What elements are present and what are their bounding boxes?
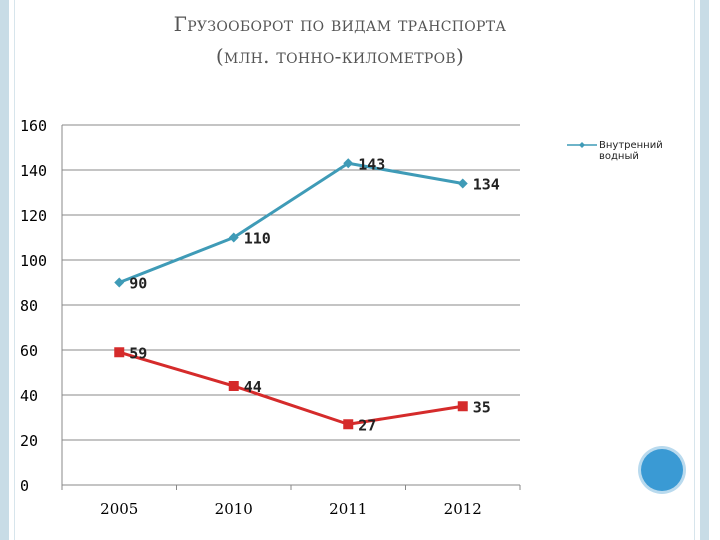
x-tick-label-2012: 2012 bbox=[444, 500, 482, 518]
data-label: 134 bbox=[473, 176, 500, 194]
data-point bbox=[114, 277, 125, 288]
data-point bbox=[228, 381, 239, 391]
data-point bbox=[457, 401, 468, 412]
data-point bbox=[114, 347, 125, 358]
right-decor-bar bbox=[700, 0, 709, 540]
data-point bbox=[343, 419, 354, 430]
decorative-circle bbox=[641, 449, 683, 491]
left-decor-bar bbox=[0, 0, 9, 540]
y-tick-label: 100 bbox=[20, 252, 47, 270]
x-tick-label-2005: 2005 bbox=[100, 500, 138, 518]
data-label: 90 bbox=[129, 275, 147, 293]
right-decor-line bbox=[694, 0, 695, 540]
slide-title: Грузооборот по видам транспорта (млн. то… bbox=[60, 8, 620, 72]
y-tick-label: 20 bbox=[20, 432, 38, 450]
data-point bbox=[228, 232, 239, 243]
y-tick-label: 160 bbox=[20, 117, 47, 135]
x-tick-label-2011: 2011 bbox=[329, 500, 367, 518]
data-label: 27 bbox=[358, 416, 376, 434]
series-line-1 bbox=[118, 161, 464, 284]
y-tick-label: 120 bbox=[20, 207, 47, 225]
title-line-1: Грузооборот по видам транспорта bbox=[173, 12, 507, 36]
series-line-2 bbox=[118, 350, 463, 426]
left-decor-line bbox=[14, 0, 15, 540]
data-point bbox=[343, 158, 354, 169]
data-label: 143 bbox=[358, 155, 385, 173]
legend-label-line-1: Внутренний bbox=[599, 140, 663, 151]
y-tick-label: 80 bbox=[20, 297, 38, 315]
y-tick-label: 0 bbox=[20, 477, 29, 495]
title-line-2: (млн. тонно-километров) bbox=[215, 44, 465, 68]
y-tick-label: 60 bbox=[20, 342, 38, 360]
data-label: 35 bbox=[473, 398, 491, 416]
y-tick-label: 40 bbox=[20, 387, 38, 405]
legend-marker bbox=[579, 142, 585, 148]
data-point bbox=[457, 178, 468, 189]
legend-label-line-2: водный bbox=[599, 151, 639, 162]
data-label: 44 bbox=[244, 378, 262, 396]
y-tick-label: 140 bbox=[20, 162, 47, 180]
data-label: 110 bbox=[244, 230, 271, 248]
data-label: 59 bbox=[129, 344, 147, 362]
x-tick-label-2010: 2010 bbox=[215, 500, 253, 518]
